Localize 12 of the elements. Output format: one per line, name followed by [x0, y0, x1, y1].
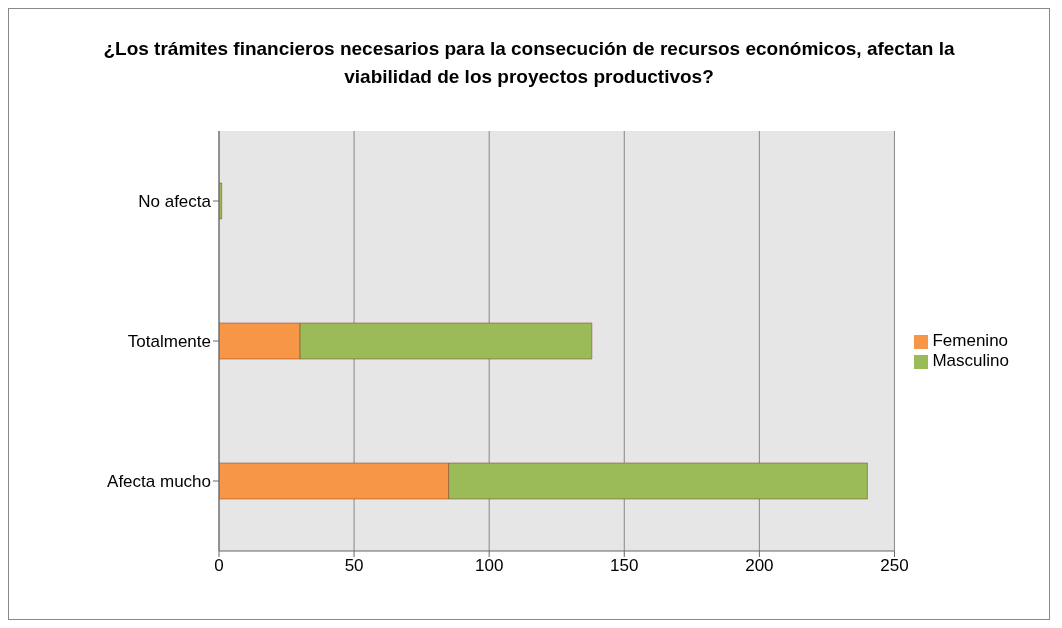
y-tick-label: Afecta mucho: [107, 472, 211, 492]
x-tick-label: 100: [474, 556, 504, 576]
x-tick-label: 250: [880, 556, 909, 576]
x-tick-label: 50: [344, 556, 364, 576]
x-tick-label: 200: [745, 556, 774, 576]
chart-title: ¿Los trámites financieros necesarios para la consecución de recursos económicos, afectan la viabilidad de los proyectos productivos?: [102, 37, 956, 89]
legend-label: Masculino: [932, 351, 1009, 370]
legend-label: Femenino: [932, 331, 1009, 350]
x-tick-label: 150: [610, 556, 639, 576]
y-tick-label: No afecta: [138, 192, 212, 212]
y-tick-label: Totalmente: [127, 332, 211, 352]
x-tick-label: 0: [214, 556, 224, 576]
